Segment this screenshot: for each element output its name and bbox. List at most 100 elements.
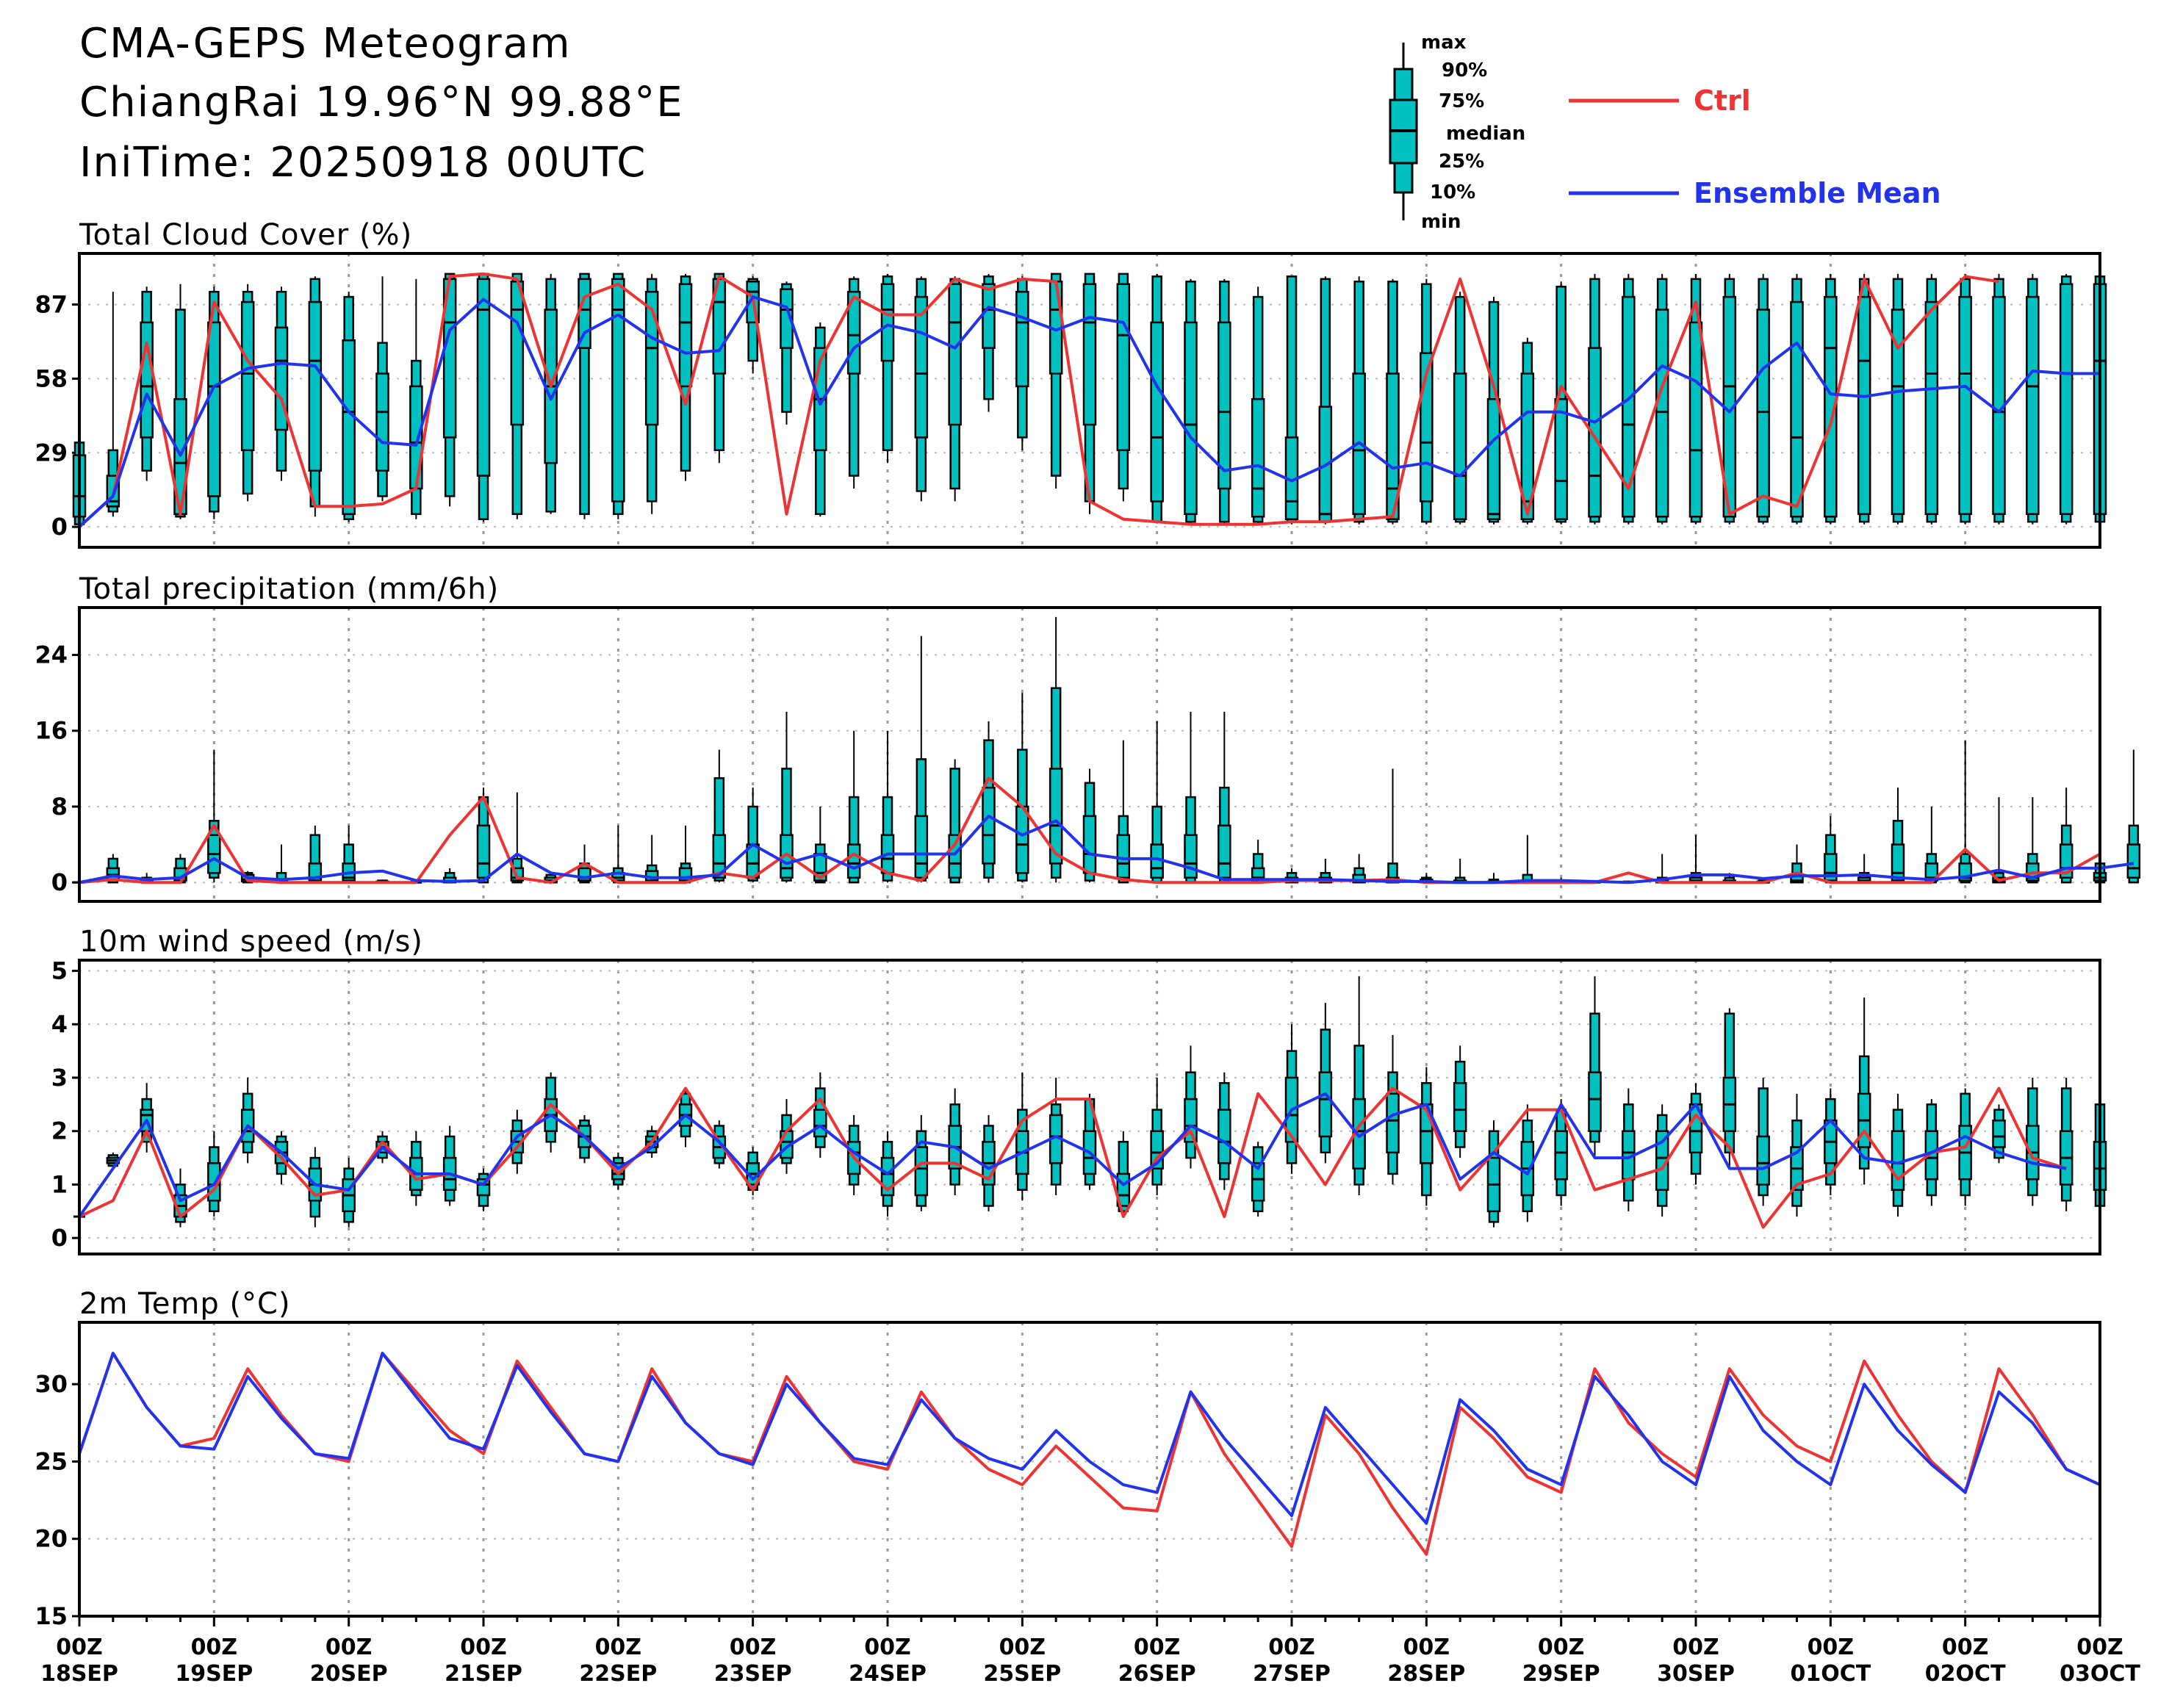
box-54 (1891, 273, 1905, 525)
box-31 (1116, 273, 1131, 502)
box-32 (1150, 273, 1164, 523)
legend-label-5: 10% (1430, 181, 1475, 203)
y-tick-label: 3 (51, 1064, 68, 1092)
y-tick-label: 24 (35, 641, 68, 669)
box-44 (1554, 281, 1568, 525)
box-53 (1857, 854, 1871, 884)
box-inner (375, 372, 389, 472)
box-inner (1251, 1162, 1265, 1202)
box-40 (1420, 278, 1434, 525)
box-39 (1386, 278, 1400, 525)
panel-1: Total precipitation (mm/6h) 0 8 16 24 (35, 572, 2141, 903)
x-hour-label: 00Z (864, 1635, 911, 1660)
panel-2: 10m wind speed (m/s) 0 1 2 3 4 5 (51, 925, 2107, 1255)
box-57 (1992, 273, 2006, 525)
box-inner (1352, 873, 1366, 884)
x-date-label: 23SEP (714, 1661, 792, 1687)
box-inner (1386, 372, 1400, 520)
box-9 (375, 276, 389, 502)
box-26 (948, 1088, 962, 1195)
box-51 (1790, 1093, 1804, 1217)
box-18 (678, 1088, 693, 1147)
box-48 (1688, 273, 1703, 525)
box-inner (1015, 805, 1029, 874)
box-2 (140, 287, 154, 481)
box-12 (476, 1168, 491, 1211)
box-42 (1486, 1120, 1501, 1228)
box-36 (1284, 275, 1299, 525)
box-38 (1352, 276, 1366, 525)
box-inner (1453, 372, 1467, 520)
box-inner (1184, 834, 1198, 879)
panel-frame (78, 959, 2101, 1255)
box-8 (342, 1158, 356, 1228)
box-inner (1958, 295, 1972, 516)
box-inner (1386, 1092, 1400, 1154)
box-inner (1891, 843, 1905, 882)
y-tick-label: 87 (35, 291, 68, 319)
box-inner (1453, 1082, 1467, 1132)
panel-0: Total Cloud Cover (%) 0 29 58 87 (35, 218, 2107, 549)
box-34 (1218, 278, 1231, 525)
box-35 (1251, 287, 1265, 525)
box-42 (1486, 297, 1501, 525)
box-inner (1520, 372, 1535, 520)
x-hour-label: 00Z (1268, 1635, 1315, 1660)
x-date-label: 01OCT (1790, 1661, 1871, 1687)
box-45 (1588, 976, 1602, 1159)
box-inner (207, 321, 221, 497)
box-inner (476, 278, 491, 477)
box-33 (1184, 278, 1198, 525)
box-inner (914, 815, 929, 879)
y-tick-label: 0 (51, 1224, 68, 1252)
box-inner (678, 283, 693, 388)
x-hour-label: 00Z (1808, 1635, 1855, 1660)
panel-title-1: Total precipitation (mm/6h) (79, 572, 499, 606)
x-hour-label: 00Z (1672, 1635, 1719, 1660)
box-37 (1318, 1003, 1333, 1164)
box-inner (813, 1109, 827, 1138)
box-43 (1520, 337, 1535, 525)
box-32 (1150, 721, 1164, 884)
box-36 (1284, 1024, 1299, 1174)
box-14 (544, 1072, 558, 1153)
box-27 (982, 1114, 996, 1211)
box-54 (1891, 788, 1905, 884)
box-inner (1116, 834, 1131, 879)
box-7 (308, 1147, 323, 1228)
x-hour-label: 00Z (460, 1635, 507, 1660)
ctrl-series-line (79, 776, 2101, 884)
box-inner (1554, 1130, 1568, 1181)
y-tick-label: 29 (35, 439, 68, 466)
x-date-label: 30SEP (1657, 1661, 1735, 1687)
box-26 (948, 276, 962, 502)
legend-label-2: 75% (1439, 90, 1484, 112)
box-inner (1015, 290, 1029, 388)
x-date-label: 24SEP (849, 1661, 927, 1687)
chart-title: CMA-GEPS Meteogram (79, 20, 572, 68)
box-22 (813, 1072, 827, 1159)
mean-series-line (78, 1092, 2067, 1218)
box-5 (240, 284, 255, 502)
box-inner (1756, 309, 1770, 518)
box-inner (712, 834, 727, 879)
box-41 (1453, 292, 1467, 525)
legend-ctrl-label: Ctrl (1694, 84, 1751, 117)
box-inner (1049, 768, 1063, 865)
x-hour-label: 00Z (326, 1635, 373, 1660)
box-inner (982, 786, 996, 865)
box-inner (1857, 295, 1871, 516)
panel-frame (78, 1321, 2101, 1618)
x-date-label: 03OCT (2060, 1661, 2140, 1687)
box-inner (1756, 1135, 1770, 1186)
box-16 (611, 273, 625, 519)
box-35 (1251, 840, 1265, 884)
box-33 (1184, 711, 1198, 884)
box-25 (914, 635, 929, 883)
box-58 (2026, 797, 2040, 884)
location-label: ChiangRai 19.96°N 99.88°E (79, 79, 684, 126)
box-13 (510, 273, 525, 519)
legend-label-6: min (1421, 211, 1461, 233)
box-34 (1218, 711, 1231, 884)
